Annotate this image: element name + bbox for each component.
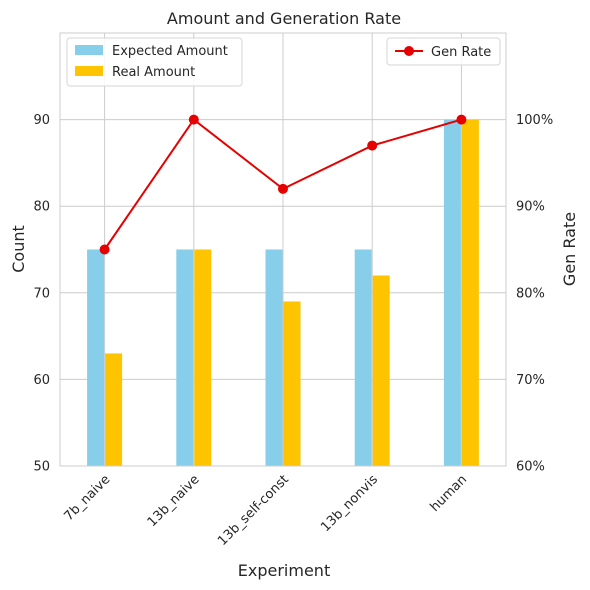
bar-real-1 [194,249,212,466]
bar-real-3 [372,275,390,466]
right-y-ticks: 60% 70% 80% 90% 100% [516,113,553,474]
y-tick-label-3: 80 [33,200,50,215]
bar-expected-3 [354,249,372,466]
y2-tick-label-3: 90% [516,200,545,215]
gen-rate-point-0 [99,244,110,255]
legend-right-box [386,37,501,66]
bar-real-0 [105,353,123,466]
bar-expected-2 [265,249,283,466]
left-y-ticks: 50 60 70 80 90 [33,113,50,474]
y-tick-label-0: 50 [33,460,50,475]
gen-rate-point-3 [367,140,378,151]
legend-swatch-real [75,66,103,76]
plot-frame [59,32,507,467]
gen-rate-line [99,114,467,255]
y-tick-label-2: 70 [33,286,50,301]
legend-label-expected: Expected Amount [112,44,228,59]
bar-expected-0 [87,249,105,466]
legend-left: Expected Amount Real Amount [66,37,243,87]
bar-expected-4 [443,119,461,466]
gen-rate-point-4 [456,114,467,125]
legend-right: Gen Rate [386,37,501,66]
legend-swatch-expected [75,45,103,55]
y2-axis-label: Gen Rate [560,212,579,286]
y2-tick-label-4: 100% [516,113,553,128]
legend-left-box [66,37,243,87]
chart-title: Amount and Generation Rate [167,9,401,28]
y2-tick-label-1: 70% [516,373,545,388]
bar-real-4 [461,119,479,466]
legend-label-real: Real Amount [112,65,195,80]
y-tick-label-1: 60 [33,373,50,388]
x-axis-label: Experiment [238,561,330,580]
y-tick-label-4: 90 [33,113,50,128]
bar-real-2 [283,301,301,466]
bars [87,119,479,466]
gen-rate-point-1 [188,114,199,125]
bar-expected-1 [176,249,194,466]
y2-tick-label-0: 60% [516,460,545,475]
y-axis-label: Count [9,225,28,273]
gen-rate-point-2 [278,183,288,194]
legend-label-gen-rate: Gen Rate [431,45,491,60]
legend-marker-gen-rate [404,46,414,56]
y2-tick-label-2: 80% [516,286,545,301]
